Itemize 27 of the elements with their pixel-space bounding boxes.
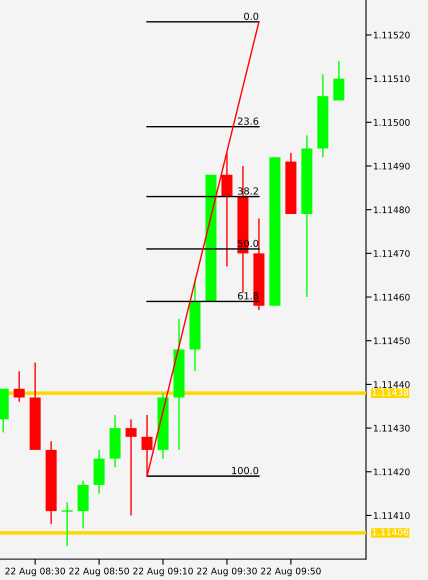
ref-line-label: 1.11406: [372, 528, 408, 536]
candlestick: [333, 60, 344, 102]
candlestick: [60, 502, 74, 547]
x-tick-label: 22 Aug 08:50: [69, 568, 129, 576]
ref-line-label: 1.11438: [372, 388, 408, 396]
candlestick: [221, 152, 232, 268]
x-tick-label: 22 Aug 09:50: [261, 568, 321, 576]
x-tick-label: 22 Aug 08:30: [5, 568, 65, 576]
series-label: 100.0: [232, 466, 258, 474]
candlestick: [126, 418, 137, 516]
y-tick-label: 1.11460: [374, 294, 410, 301]
candlestick: [14, 370, 25, 403]
x-tick-label: 22 Aug 09:30: [197, 568, 257, 576]
y-tick-label: 1.11470: [374, 250, 410, 257]
y-tick-label: 1.11410: [374, 512, 410, 519]
y-tick-label: 1.11480: [374, 206, 410, 214]
y-tick-label: 1.11500: [374, 119, 410, 126]
y-tick-label: 1.11420: [374, 468, 410, 476]
series-label: 23.6: [238, 117, 258, 125]
y-tick-label: 1.11450: [374, 337, 410, 344]
y-tick-label: 1.11510: [374, 75, 410, 82]
y-tick-label: 1.11440: [374, 381, 410, 388]
x-tick-label: 22 Aug 09:10: [133, 568, 193, 576]
y-tick-label: 1.11520: [374, 32, 410, 39]
y-tick-label: 1.11430: [374, 424, 410, 432]
y-tick-label: 1.11490: [374, 162, 410, 170]
series-label: 0.0: [244, 12, 258, 20]
